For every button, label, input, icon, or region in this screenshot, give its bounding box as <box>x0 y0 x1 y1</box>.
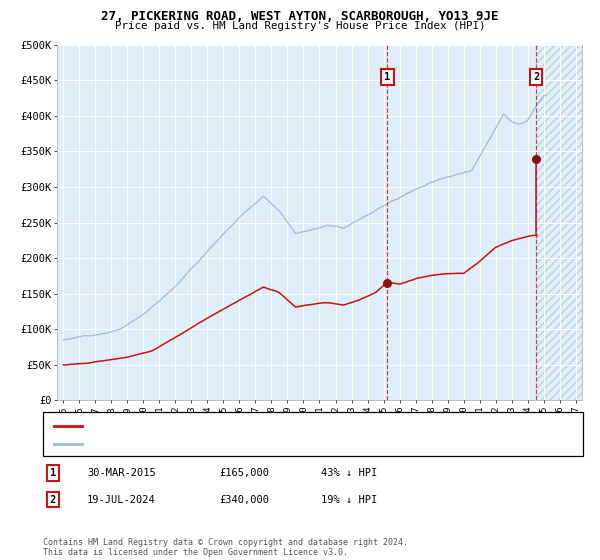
Text: 43% ↓ HPI: 43% ↓ HPI <box>321 468 377 478</box>
Text: 19-JUL-2024: 19-JUL-2024 <box>87 494 156 505</box>
Text: 1: 1 <box>50 468 56 478</box>
Text: HPI: Average price, detached house, North Yorkshire: HPI: Average price, detached house, Nort… <box>87 440 380 449</box>
Text: 30-MAR-2015: 30-MAR-2015 <box>87 468 156 478</box>
Text: 27, PICKERING ROAD, WEST AYTON, SCARBOROUGH, YO13 9JE: 27, PICKERING ROAD, WEST AYTON, SCARBORO… <box>101 10 499 22</box>
Text: 2: 2 <box>50 494 56 505</box>
Text: £340,000: £340,000 <box>219 494 269 505</box>
Text: Price paid vs. HM Land Registry's House Price Index (HPI): Price paid vs. HM Land Registry's House … <box>115 21 485 31</box>
Bar <box>536 45 582 400</box>
Text: 2: 2 <box>533 72 539 82</box>
Text: 27, PICKERING ROAD, WEST AYTON, SCARBOROUGH, YO13 9JE (detached house): 27, PICKERING ROAD, WEST AYTON, SCARBORO… <box>87 421 490 430</box>
Text: Contains HM Land Registry data © Crown copyright and database right 2024.
This d: Contains HM Land Registry data © Crown c… <box>43 538 408 557</box>
Text: 19% ↓ HPI: 19% ↓ HPI <box>321 494 377 505</box>
Bar <box>536 45 582 400</box>
Text: 1: 1 <box>384 72 391 82</box>
Text: £165,000: £165,000 <box>219 468 269 478</box>
